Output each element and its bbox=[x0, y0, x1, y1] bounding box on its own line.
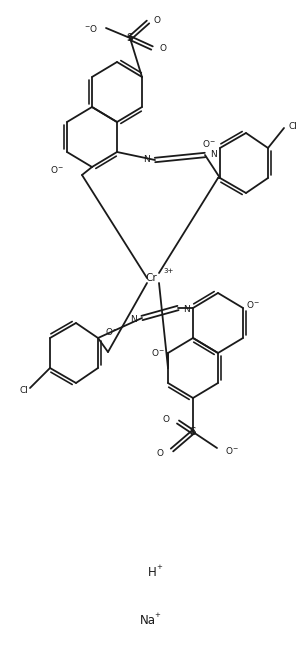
Text: 3+: 3+ bbox=[163, 268, 174, 274]
Text: Cl: Cl bbox=[289, 122, 298, 131]
Text: S: S bbox=[190, 427, 196, 437]
Text: O: O bbox=[160, 44, 167, 52]
Text: N: N bbox=[210, 149, 217, 159]
Text: O$^{-}$: O$^{-}$ bbox=[151, 347, 165, 357]
Text: O: O bbox=[157, 448, 164, 457]
Text: O$^{-}$: O$^{-}$ bbox=[105, 325, 119, 337]
Text: O: O bbox=[163, 414, 170, 424]
Text: Cl: Cl bbox=[19, 386, 28, 394]
Text: Cr: Cr bbox=[145, 273, 157, 283]
Text: H: H bbox=[148, 566, 157, 578]
Text: +: + bbox=[156, 564, 162, 570]
Text: N: N bbox=[130, 315, 137, 323]
Text: O$^{-}$: O$^{-}$ bbox=[50, 163, 64, 175]
Text: N: N bbox=[143, 155, 150, 163]
Text: $^{-}$O: $^{-}$O bbox=[84, 23, 98, 33]
Text: N: N bbox=[183, 305, 190, 313]
Text: +: + bbox=[154, 612, 160, 618]
Text: S: S bbox=[127, 33, 133, 43]
Text: O$^{-}$: O$^{-}$ bbox=[225, 444, 239, 456]
Text: O$^{-}$: O$^{-}$ bbox=[202, 137, 216, 149]
Text: O$^{-}$: O$^{-}$ bbox=[246, 299, 260, 309]
Text: O: O bbox=[154, 15, 161, 25]
Text: Na: Na bbox=[140, 614, 156, 627]
